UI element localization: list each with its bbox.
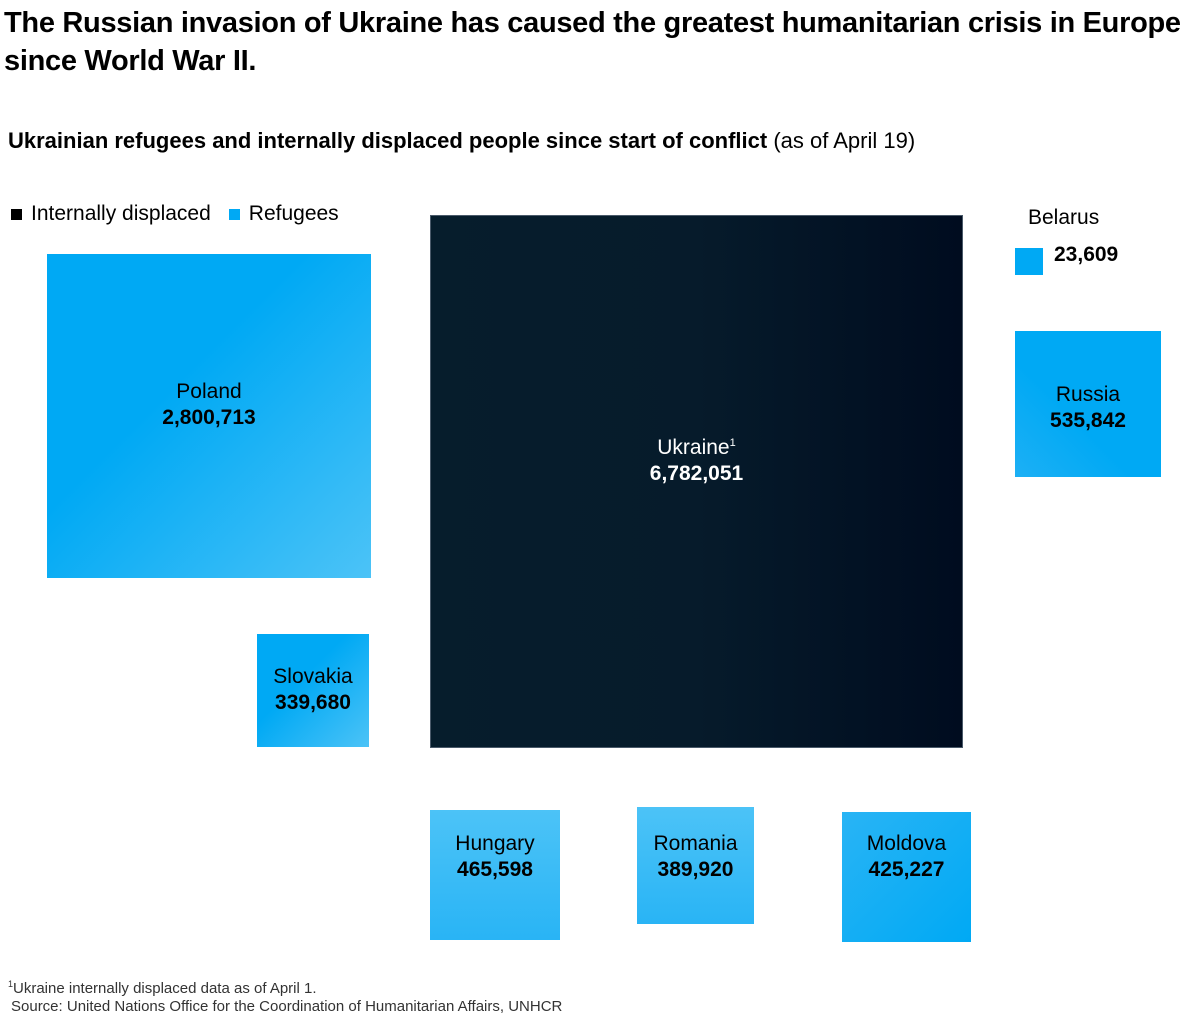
square-value: 535,842	[1050, 409, 1126, 432]
footnote-text: Ukraine internally displaced data as of …	[13, 980, 317, 997]
square-label: Romania	[653, 832, 738, 855]
square-value: 389,920	[657, 858, 734, 881]
legend: Internally displaced Refugees	[11, 202, 357, 226]
subtitle-bold: Ukrainian refugees and internally displa…	[8, 128, 768, 153]
chart-title: The Russian invasion of Ukraine has caus…	[4, 7, 1181, 77]
square-poland: Poland 2,800,713	[47, 254, 371, 578]
legend-swatch-refugees	[228, 208, 240, 220]
square-value: 6,782,051	[649, 462, 744, 485]
footnote-note: 1Ukraine internally displaced data as of…	[8, 975, 562, 998]
square-ukraine: Ukraine1 6,782,051	[430, 215, 963, 748]
chart-subtitle: Ukrainian refugees and internally displa…	[8, 126, 915, 156]
square-russia: Russia 535,842	[1015, 331, 1161, 477]
square-label: Ukraine1	[431, 430, 962, 461]
legend-item-refugees: Refugees	[228, 202, 339, 226]
square-value: 2,800,713	[162, 406, 256, 429]
footnote: 1Ukraine internally displaced data as of…	[8, 975, 562, 1016]
subtitle-date: (as of April 19)	[767, 128, 916, 153]
legend-item-internally-displaced: Internally displaced	[11, 202, 211, 226]
square-label: Hungary	[455, 832, 535, 855]
square-hungary: Hungary 465,598	[430, 810, 560, 940]
square-label: Russia	[1055, 383, 1121, 406]
legend-label: Refugees	[248, 202, 339, 225]
legend-label: Internally displaced	[31, 202, 211, 225]
square-value: 425,227	[868, 858, 945, 881]
ukraine-label: Ukraine	[657, 436, 730, 459]
square-romania: Romania 389,920	[637, 807, 754, 924]
square-value: 339,680	[275, 691, 351, 714]
footnote-marker: 1	[729, 437, 736, 449]
belarus-label: Belarus	[1028, 206, 1100, 229]
square-label: Poland	[176, 380, 242, 403]
footnote-marker: 1	[8, 979, 14, 989]
legend-swatch-internally-displaced	[11, 208, 22, 220]
square-label: Slovakia	[273, 665, 353, 688]
square-moldova: Moldova 425,227	[842, 812, 971, 942]
square-slovakia: Slovakia 339,680	[257, 634, 369, 747]
square-belarus	[1015, 248, 1043, 275]
square-value: 465,598	[457, 858, 533, 881]
belarus-value: 23,609	[1054, 243, 1119, 266]
square-label: Moldova	[866, 832, 947, 855]
footnote-source: Source: United Nations Office for the Co…	[11, 998, 563, 1015]
